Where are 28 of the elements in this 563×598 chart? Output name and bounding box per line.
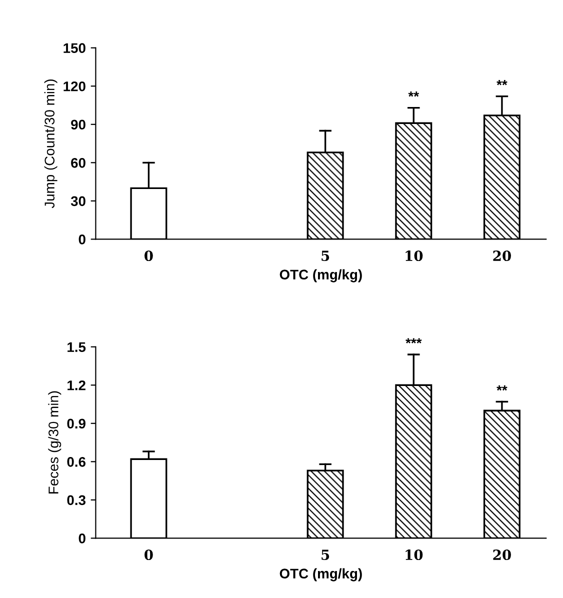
y-tick-label: 0 [78, 234, 86, 244]
y-tick-label: 0.9 [67, 418, 86, 429]
x-axis-title: OTC (mg/kg) [280, 568, 362, 582]
annotation: *** [406, 338, 422, 344]
y-tick-label: 90 [71, 120, 86, 130]
y-tick-label: 150 [64, 43, 86, 54]
x-tick-label: 10 [406, 250, 423, 262]
y-tick-label: 1.2 [68, 380, 86, 390]
y-axis-title: Jump (Count/30 min) [44, 80, 58, 208]
annotation: ** [496, 385, 508, 391]
x-tick-label: 10 [406, 550, 423, 560]
y-tick-label: 1.5 [68, 342, 86, 352]
y-tick-label: 0.3 [67, 495, 86, 506]
x-tick-label: 5 [322, 550, 330, 560]
y-axis-title: Feces (g/30 min) [48, 391, 62, 494]
x-tick-label: 0 [144, 550, 153, 560]
y-tick-label: 30 [70, 196, 86, 206]
annotation: ** [408, 92, 420, 97]
y-tick-label: 0.6 [67, 456, 86, 467]
x-tick-label: 5 [322, 250, 330, 262]
y-tick-label: 0 [78, 534, 86, 544]
y-tick-label: 120 [64, 81, 86, 92]
x-axis-title: OTC (mg/kg) [280, 269, 362, 282]
x-tick-label: 20 [493, 250, 511, 262]
x-tick-label: 0 [144, 250, 153, 262]
annotation: ** [496, 80, 508, 86]
y-tick-label: 60 [71, 158, 86, 168]
x-tick-label: 20 [493, 550, 511, 560]
